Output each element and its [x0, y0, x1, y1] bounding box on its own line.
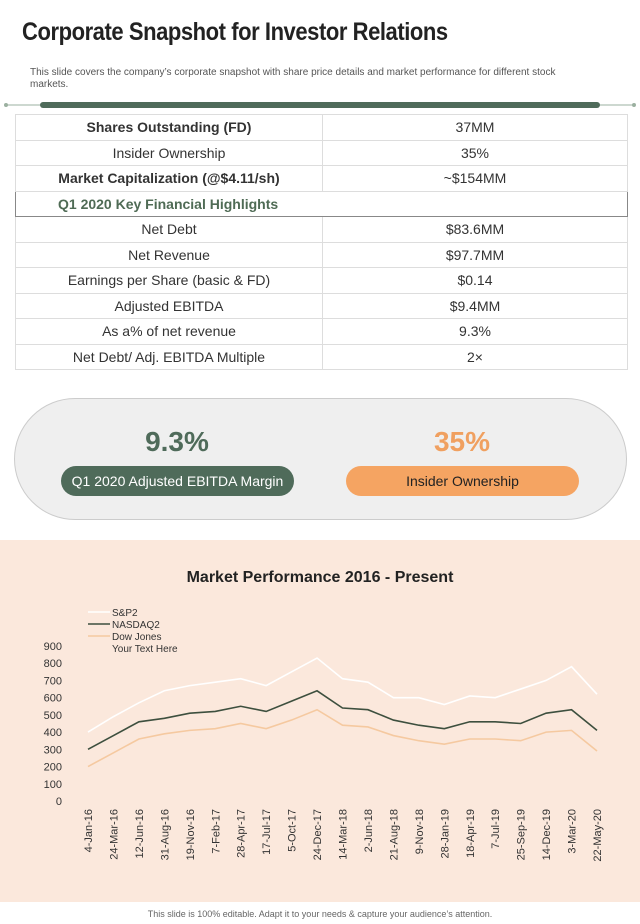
x-tick-label: 12-Jun-16: [134, 809, 146, 859]
x-tick-label: 4-Jan-16: [83, 809, 95, 852]
row-value: 2×: [322, 343, 628, 370]
table-row: As a% of net revenue 9.3%: [15, 318, 628, 345]
table-row: Earnings per Share (basic & FD) $0.14: [15, 267, 628, 294]
x-tick-label: 31-Aug-16: [159, 809, 171, 860]
row-value: 37MM: [322, 114, 628, 141]
y-tick-label: 700: [44, 675, 62, 687]
x-tick-label: 14-Mar-18: [338, 809, 350, 860]
x-tick-label: 21-Aug-18: [388, 809, 400, 860]
row-value: $83.6MM: [322, 216, 628, 243]
row-label: Insider Ownership: [15, 139, 323, 166]
y-tick-label: 500: [44, 710, 62, 722]
x-tick-label: 24-Dec-17: [312, 809, 324, 860]
section-row: Q1 2020 Key Financial Highlights: [15, 190, 628, 217]
x-tick-label: 5-Oct-17: [287, 809, 299, 852]
legend-label: NASDAQ2: [112, 620, 160, 631]
table-row: Market Capitalization (@$4.11/sh) ~$154MM: [15, 165, 628, 192]
chart-title: Market Performance 2016 - Present: [187, 569, 454, 586]
row-label: Market Capitalization (@$4.11/sh): [15, 165, 323, 192]
x-tick-label: 19-Nov-16: [185, 809, 197, 860]
row-value: $97.7MM: [322, 241, 628, 268]
row-label: Earnings per Share (basic & FD): [15, 267, 323, 294]
row-value: $9.4MM: [322, 292, 628, 319]
description: This slide covers the company’s corporat…: [30, 67, 556, 90]
chart: Market Performance 2016 - Present 0 100 20…: [44, 569, 604, 862]
y-tick-label: 900: [44, 641, 62, 653]
kpi-panel: [14, 398, 627, 520]
y-tick-label: 800: [44, 658, 62, 670]
y-tick-label: 300: [44, 744, 62, 756]
x-tick-label: 28-Jan-19: [439, 809, 451, 859]
x-tick-label: 7-Jul-19: [490, 809, 502, 849]
x-tick-label: 14-Dec-19: [541, 809, 553, 860]
divider: [4, 102, 636, 108]
kpi-value: 9.3%: [145, 426, 209, 457]
y-tick-label: 100: [44, 779, 62, 791]
row-label: Adjusted EBITDA: [15, 292, 323, 319]
x-tick-label: 2-Jun-18: [363, 809, 375, 852]
y-tick-label: 0: [56, 796, 62, 808]
legend-label: Your Text Here: [112, 644, 178, 655]
row-value: ~$154MM: [322, 165, 628, 192]
x-tick-label: 3-Mar-20: [567, 809, 579, 854]
row-label: Shares Outstanding (FD): [15, 114, 323, 141]
legend-label: Dow Jones: [112, 632, 161, 643]
row-label: Net Debt: [15, 216, 323, 243]
kpi-label: Insider Ownership: [346, 466, 579, 496]
x-tick-label: 24-Mar-16: [108, 809, 120, 860]
table-row: Adjusted EBITDA $9.4MM: [15, 292, 628, 319]
row-value: 35%: [322, 139, 628, 166]
kpi-value: 35%: [433, 426, 491, 457]
title: Corporate Snapshot for Investor Relation…: [22, 18, 448, 46]
snapshot-table: Shares Outstanding (FD) 37MM Insider Owner…: [15, 114, 628, 370]
x-tick-label: 18-Apr-19: [465, 809, 477, 858]
series-line: [87, 657, 598, 733]
row-label: As a% of net revenue: [15, 318, 323, 345]
y-tick-label: 400: [44, 727, 62, 739]
legend-label: S&P2: [112, 608, 138, 619]
x-tick-label: 28-Apr-17: [236, 809, 248, 858]
footer: This slide is 100% editable. Adapt it to…: [147, 909, 493, 919]
x-tick-label: 22-May-20: [592, 809, 604, 862]
series-line: [87, 708, 598, 768]
y-tick-label: 200: [44, 762, 62, 774]
row-label: Net Revenue: [15, 241, 323, 268]
x-tick-label: 25-Sep-19: [516, 809, 528, 860]
table-row: Net Revenue $97.7MM: [15, 241, 628, 268]
row-value: 9.3%: [322, 318, 628, 345]
x-tick-label: 9-Nov-18: [414, 809, 426, 854]
row-label: Net Debt/ Adj. EBITDA Multiple: [15, 343, 323, 370]
table-row: Net Debt/ Adj. EBITDA Multiple 2×: [15, 343, 628, 370]
table-row: Insider Ownership 35%: [15, 139, 628, 166]
y-tick-label: 600: [44, 693, 62, 705]
table-row: Shares Outstanding (FD) 37MM: [15, 114, 628, 141]
x-tick-label: 7-Feb-17: [210, 809, 222, 854]
section-header: Q1 2020 Key Financial Highlights: [15, 190, 628, 217]
x-tick-label: 17-Jul-17: [261, 809, 273, 855]
row-value: $0.14: [322, 267, 628, 294]
series-line: [87, 689, 598, 751]
kpi-label: Q1 2020 Adjusted EBITDA Margin: [61, 466, 294, 496]
table-row: Net Debt $83.6MM: [15, 216, 628, 243]
